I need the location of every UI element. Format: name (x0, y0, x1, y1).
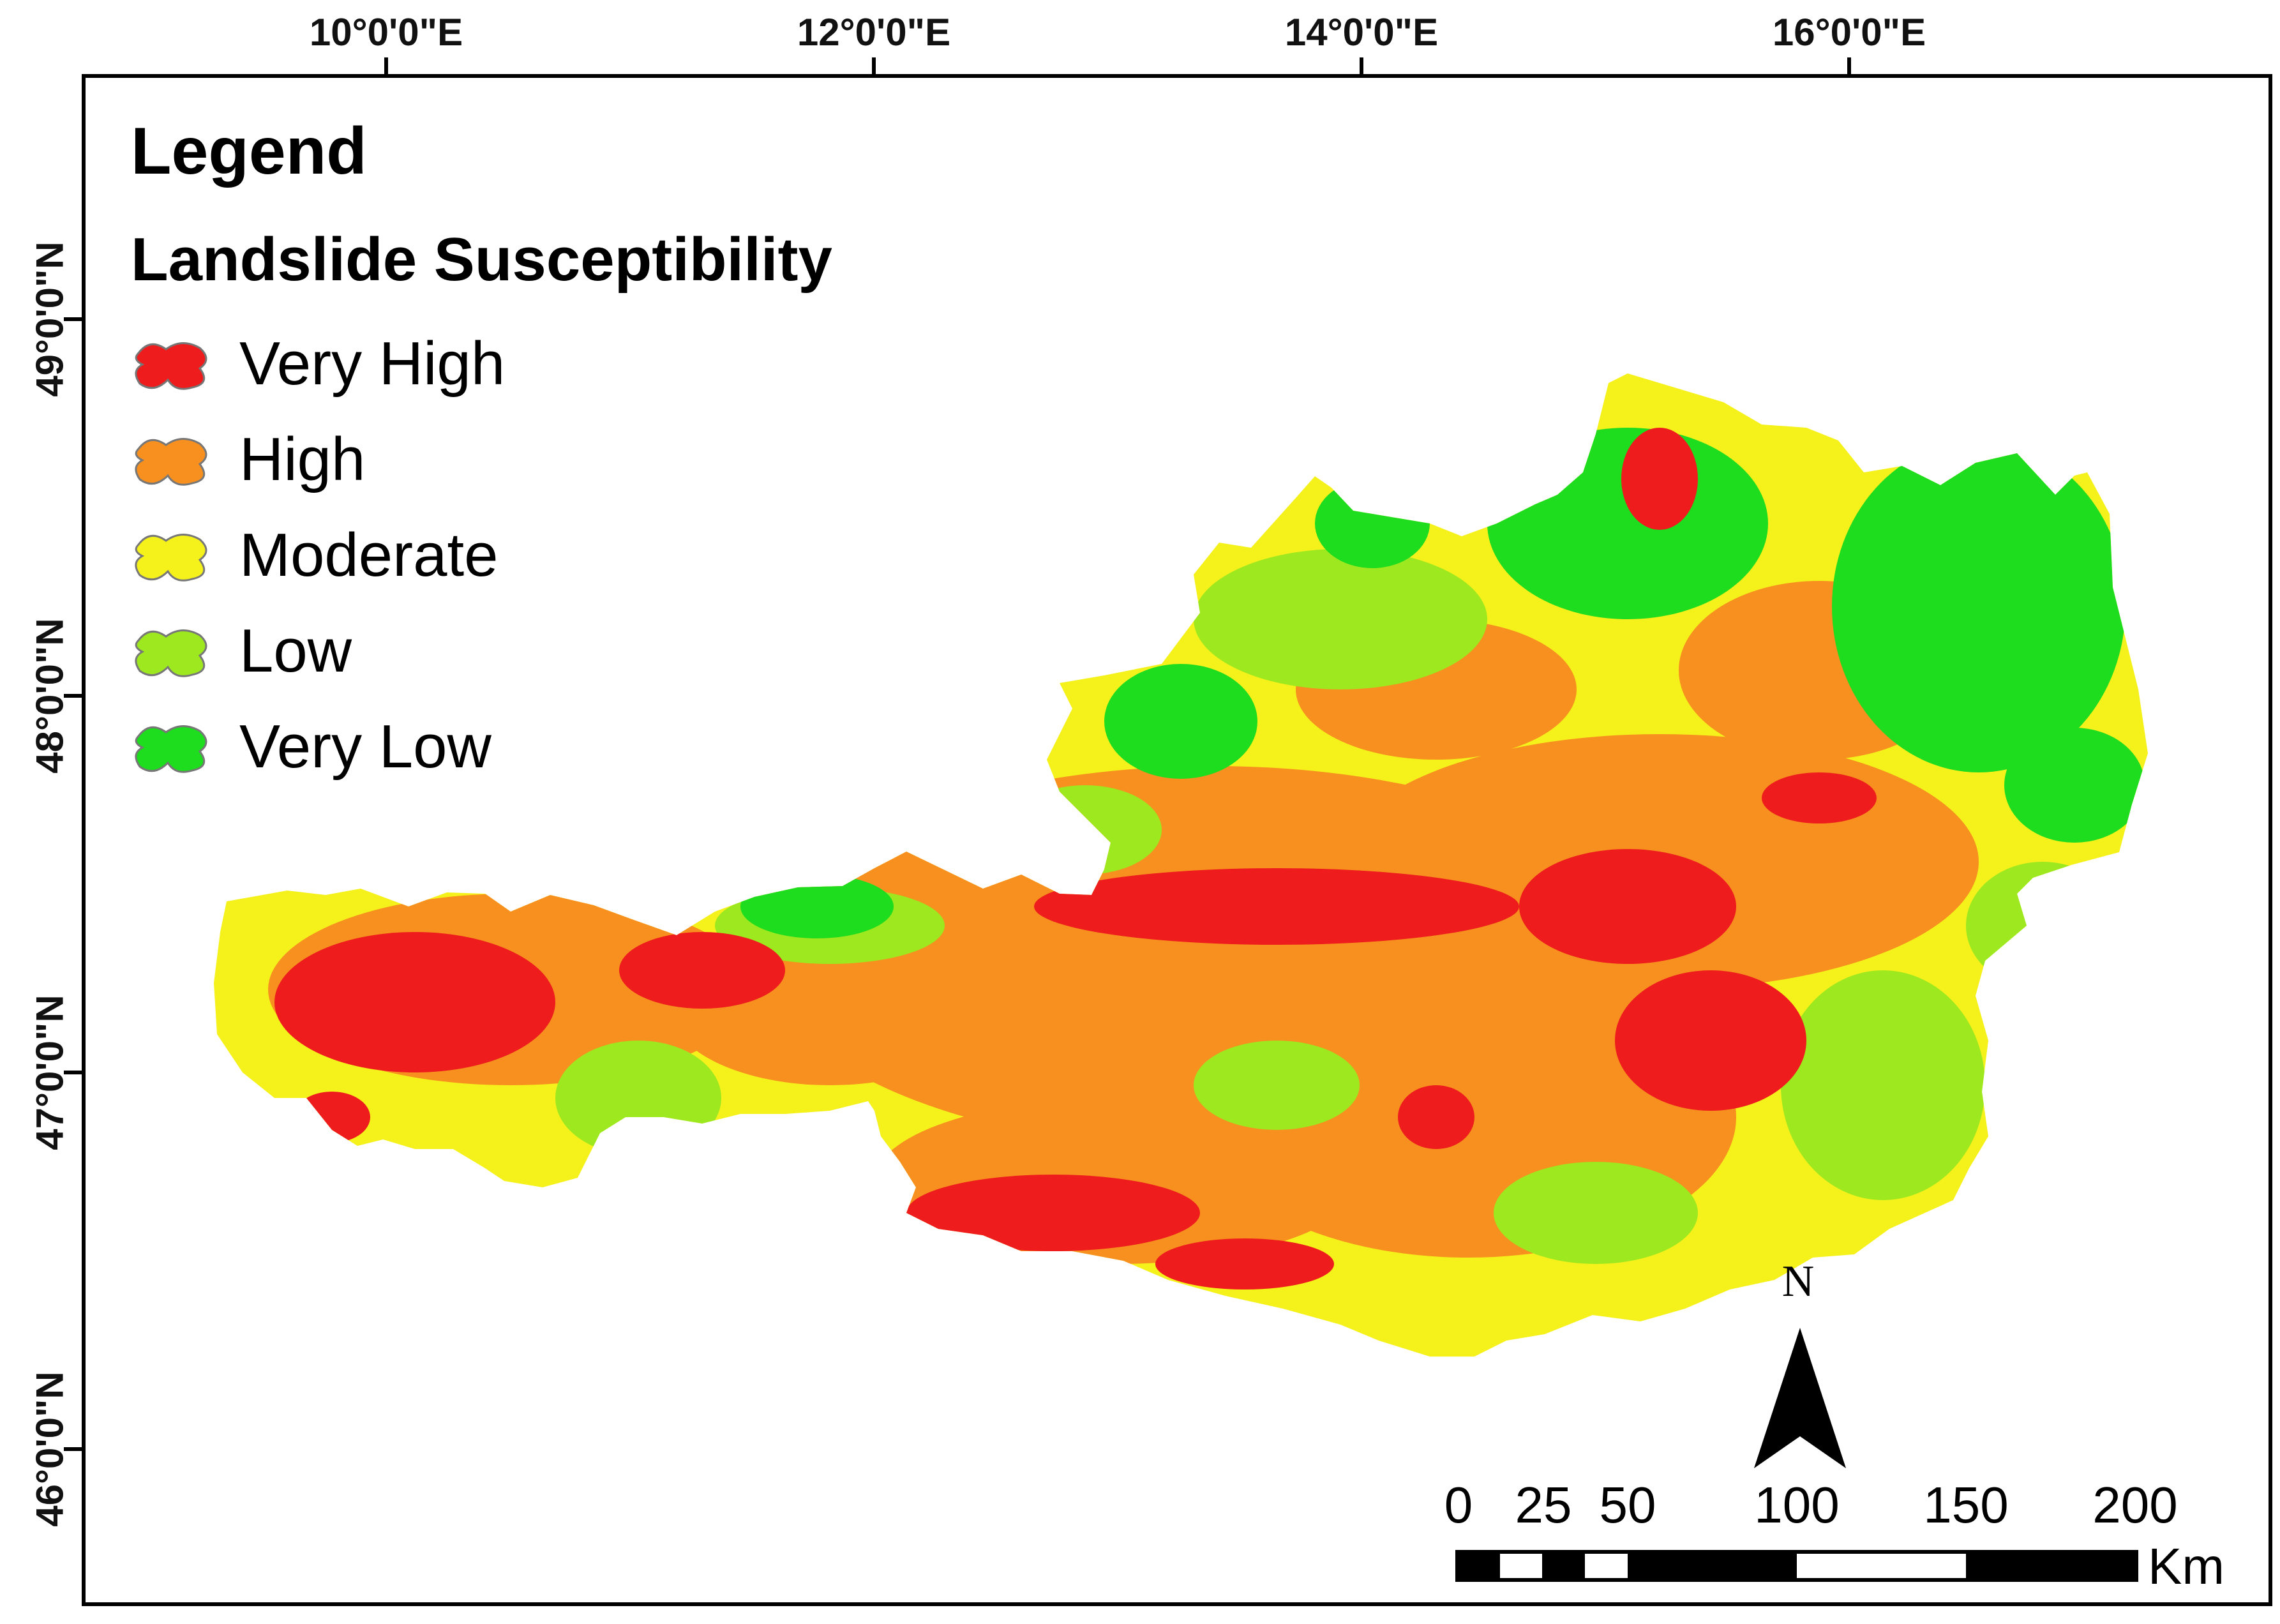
legend-label: High (239, 425, 366, 493)
legend-item-very-high: Very High (131, 326, 505, 402)
north-label: N (1781, 1257, 1815, 1306)
scale-label: 100 (1754, 1477, 1840, 1533)
legend-item-very-low: Very Low (131, 709, 491, 785)
scale-unit: Km (2148, 1538, 2224, 1595)
legend-item-moderate: Moderate (131, 517, 499, 594)
longitude-label: 12°0'0"E (797, 11, 951, 54)
lon-tick (384, 57, 388, 75)
moderate-swatch (135, 534, 207, 582)
low-swatch (135, 629, 207, 677)
legend-subtitle: Landslide Susceptibility (131, 225, 832, 294)
legend-label: Moderate (239, 521, 499, 589)
scale-label: 200 (2092, 1477, 2178, 1533)
lat-tick (64, 694, 82, 698)
longitude-label: 14°0'0"E (1284, 11, 1439, 54)
legend-label: Very Low (239, 712, 491, 781)
lon-tick (1360, 57, 1363, 75)
scale-label: 150 (1923, 1477, 2009, 1533)
longitude-label: 10°0'0"E (309, 11, 463, 54)
scale-label: 50 (1599, 1477, 1656, 1533)
legend-item-low: Low (131, 613, 352, 689)
high-swatch (135, 438, 207, 486)
scale-label: 0 (1444, 1477, 1473, 1533)
north-arrow-icon (1754, 1328, 1846, 1468)
lon-tick (1847, 57, 1851, 75)
lat-tick (64, 317, 82, 321)
scale-bar (1455, 1550, 2138, 1582)
legend-title: Legend (131, 114, 367, 188)
lon-tick (872, 57, 876, 75)
lat-tick (64, 1447, 82, 1451)
legend-item-high: High (131, 421, 365, 498)
very-low-swatch (135, 725, 207, 773)
longitude-label: 16°0'0"E (1772, 11, 1926, 54)
scale-label: 25 (1515, 1477, 1572, 1533)
legend-label: Very High (239, 329, 506, 398)
legend-label: Low (239, 617, 352, 685)
lat-tick (64, 1071, 82, 1074)
very-high-swatch (135, 342, 207, 390)
